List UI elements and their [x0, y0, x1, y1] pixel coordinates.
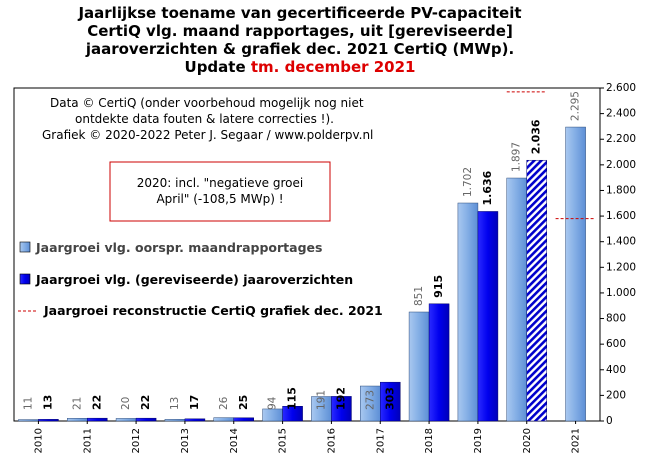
bar-revised-2014: [233, 417, 254, 422]
title-update-prefix: Update: [184, 58, 246, 76]
x-tick-label-2019: 2019: [473, 428, 484, 453]
y-tick-label-1800: 1.800: [606, 184, 636, 196]
label-revised-2020: 2.036: [530, 119, 543, 154]
legend-swatch-monthly: [19, 241, 31, 253]
bar-monthly-2011: [67, 418, 88, 422]
label-revised-2015: 115: [286, 387, 299, 410]
y-tick-label-2200: 2.200: [606, 133, 636, 145]
label-revised-2010: 13: [41, 395, 54, 410]
bar-monthly-2012: [115, 418, 137, 422]
bar-monthly-2010: [18, 419, 39, 422]
y-tick-label-0: 0: [606, 415, 613, 427]
label-monthly-2021: 2.295: [570, 91, 582, 121]
x-tick-label-2012: 2012: [131, 428, 142, 453]
label-revised-2016: 192: [334, 387, 347, 410]
label-monthly-2010: 11: [22, 397, 34, 410]
credits-line-2: ontdekte data fouten & latere correcties…: [75, 112, 334, 126]
x-axis: 2010 2011 2012 2013 2014 2015 2016 2017 2018 2019…: [33, 421, 582, 453]
x-tick-label-2018: 2018: [424, 428, 435, 453]
x-tick-label-2020: 2020: [522, 428, 533, 453]
bar-monthly-2014: [213, 417, 234, 422]
label-revised-2018: 915: [432, 275, 445, 298]
title-line-2: CertiQ vlg. maand rapportages, uit [gere…: [87, 22, 513, 40]
credits: Data © CertiQ (onder voorbehoud mogelijk…: [42, 96, 373, 142]
bar-revised-2020: [526, 159, 547, 422]
bar-revised-2019: [477, 211, 499, 422]
label-monthly-2018: 851: [413, 286, 425, 306]
legend-label-revised: Jaargroei vlg. (gereviseerde) jaaroverzi…: [35, 272, 353, 287]
label-monthly-2016: 191: [315, 390, 327, 410]
legend: Jaargroei vlg. oorspr. maandrapportages …: [18, 240, 383, 318]
label-monthly-2015: 94: [267, 396, 279, 410]
label-revised-2019: 1.636: [481, 170, 494, 205]
y-tick-label-800: 800: [606, 313, 626, 325]
x-tick-label-2016: 2016: [326, 428, 337, 453]
x-tick-label-2014: 2014: [229, 428, 240, 453]
bar-revised-2011: [87, 417, 108, 422]
annotation-frame: [109, 161, 331, 222]
bars-layer: [18, 126, 586, 422]
annotation-line-2: April" (-108,5 MWp) !: [156, 192, 283, 206]
bar-monthly-2021: [565, 126, 586, 422]
y-tick-label-600: 600: [606, 338, 626, 350]
y-axis: 0 200 400 600 800 1.000 1.200 1.400 1.600 1.800 2.…: [600, 82, 636, 427]
label-monthly-2019: 1.702: [462, 167, 474, 197]
legend-label-monthly: Jaargroei vlg. oorspr. maandrapportages: [35, 240, 322, 255]
label-revised-2017: 303: [383, 387, 396, 410]
plot-area: [13, 87, 601, 422]
label-monthly-2014: 26: [218, 396, 230, 410]
label-monthly-2017: 273: [364, 390, 376, 410]
label-monthly-2020: 1.897: [511, 142, 523, 172]
x-tick-label-2021: 2021: [571, 428, 582, 453]
label-monthly-2011: 21: [71, 397, 83, 410]
bar-revised-2016: [331, 396, 352, 422]
bar-monthly-2019: [457, 202, 479, 422]
label-revised-2012: 22: [139, 395, 152, 410]
y-tick-label-1200: 1.200: [606, 261, 636, 273]
annotation-line-1: 2020: incl. "negatieve groei: [137, 176, 303, 190]
y-tick-label-2400: 2.400: [606, 108, 636, 120]
y-tick-label-2000: 2.000: [606, 159, 636, 171]
legend-label-reconstruction: Jaargroei reconstructie CertiQ grafiek d…: [43, 303, 383, 318]
label-monthly-2012: 20: [120, 397, 132, 410]
bar-revised-2010: [38, 419, 59, 422]
y-tick-label-1000: 1.000: [606, 287, 636, 299]
legend-swatch-revised: [19, 273, 31, 285]
label-revised-2011: 22: [90, 395, 103, 410]
bar-monthly-2018: [408, 311, 430, 422]
title-update-highlight: tm. december 2021: [250, 58, 416, 76]
x-tick-label-2011: 2011: [82, 428, 93, 453]
bar-revised-2015: [282, 406, 303, 422]
reconstruction-layer: [506, 91, 596, 220]
annotation-box: 2020: incl. "negatieve groei April" (-10…: [109, 161, 331, 222]
title-line-3: jaaroverzichten & grafiek dec. 2021 Cert…: [85, 40, 515, 58]
bar-monthly-2013: [164, 419, 186, 422]
title-line-4: Update tm. december 2021: [0, 58, 600, 76]
bar-revised-2013: [184, 418, 206, 422]
bar-revised-2012: [135, 417, 157, 422]
credits-line-3: Grafiek © 2020-2022 Peter J. Segaar / ww…: [42, 128, 373, 142]
bar-revised-2018: [428, 303, 450, 422]
credits-line-1: Data © CertiQ (onder voorbehoud mogelijk…: [50, 96, 364, 110]
x-tick-label-2010: 2010: [33, 428, 44, 453]
y-tick-label-200: 200: [606, 389, 626, 401]
title-line-1: Jaarlijkse toename van gecertificeerde P…: [78, 4, 522, 22]
bar-monthly-2020: [506, 177, 527, 422]
bar-revised-2017: [380, 381, 401, 422]
x-tick-label-2015: 2015: [278, 428, 289, 453]
label-monthly-2013: 13: [169, 397, 181, 410]
y-tick-label-400: 400: [606, 364, 626, 376]
y-tick-label-1400: 1.400: [606, 236, 636, 248]
label-revised-2013: 17: [188, 395, 201, 410]
y-tick-label-1600: 1.600: [606, 210, 636, 222]
value-labels-layer: 11 13 21 22 20 22 13 17 26 25 94 115 191 192 273 303 851…: [22, 91, 581, 410]
label-revised-2014: 25: [237, 395, 250, 410]
x-tick-label-2013: 2013: [180, 428, 191, 453]
x-tick-label-2017: 2017: [375, 428, 386, 453]
chart-title: Jaarlijkse toename van gecertificeerde P…: [0, 4, 600, 76]
y-tick-label-2600: 2.600: [606, 82, 636, 94]
